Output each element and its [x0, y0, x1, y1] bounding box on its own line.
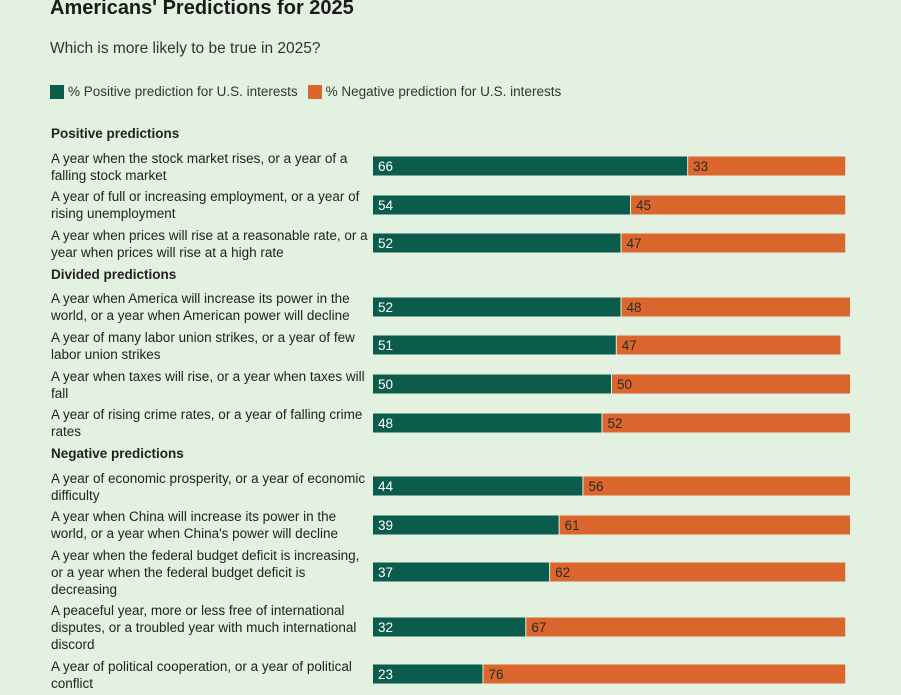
chart-title: Americans' Predictions for 2025 — [50, 0, 354, 19]
data-label-positive: 51 — [378, 338, 393, 353]
data-label-positive: 50 — [378, 377, 393, 392]
legend-item-negative: % Negative prediction for U.S. interests — [307, 84, 562, 99]
bar-negative — [612, 374, 850, 394]
bar-positive — [373, 156, 688, 176]
bar-negative — [621, 297, 850, 317]
bar-positive — [373, 617, 526, 637]
data-label-negative: 56 — [588, 479, 603, 494]
data-label-negative: 67 — [531, 620, 546, 635]
bar-positive — [373, 562, 550, 582]
data-label-negative: 50 — [617, 377, 632, 392]
bar-negative — [688, 156, 846, 176]
row-label: A year when taxes will rise, or a year w… — [51, 369, 365, 401]
row-label: A year when prices will rise at a reason… — [51, 228, 368, 260]
data-label-negative: 33 — [693, 159, 708, 174]
bar-positive — [373, 515, 559, 535]
data-label-negative: 45 — [636, 198, 651, 213]
data-label-negative: 61 — [565, 518, 580, 533]
data-label-positive: 66 — [378, 159, 393, 174]
legend-item-positive: % Positive prediction for U.S. interests — [50, 84, 298, 99]
bar-negative — [483, 664, 846, 684]
row-label: A year when China will increase its powe… — [51, 509, 338, 541]
group-heading-positive: Positive predictions — [51, 126, 180, 141]
row-label: A year of economic prosperity, or a year… — [51, 471, 366, 503]
data-label-positive: 52 — [378, 300, 393, 315]
data-label-negative: 62 — [555, 565, 570, 580]
legend: % Positive prediction for U.S. interests… — [50, 84, 571, 99]
row-label: A year of many labor union strikes, or a… — [51, 330, 355, 362]
bar-negative — [583, 476, 850, 496]
legend-label-negative: % Negative prediction for U.S. interests — [325, 84, 562, 99]
data-label-positive: 23 — [378, 667, 393, 682]
row-label: A year of full or increasing employment,… — [51, 189, 360, 221]
data-label-positive: 44 — [378, 479, 394, 494]
legend-swatch-negative — [307, 84, 322, 99]
bar-positive — [373, 664, 483, 684]
bar-positive — [373, 297, 621, 317]
data-label-negative: 47 — [627, 236, 642, 251]
row-label: A year when the federal budget deficit i… — [51, 548, 360, 597]
row-label: A year of political cooperation, or a ye… — [51, 659, 352, 691]
data-label-positive: 37 — [378, 565, 393, 580]
data-label-positive: 32 — [378, 620, 393, 635]
bar-positive — [373, 374, 611, 394]
legend-label-positive: % Positive prediction for U.S. interests — [68, 84, 298, 99]
data-label-positive: 52 — [378, 236, 393, 251]
data-label-negative: 52 — [607, 416, 622, 431]
bar-positive — [373, 195, 631, 215]
row-label: A peaceful year, more or less free of in… — [51, 603, 357, 652]
bar-positive — [373, 476, 583, 496]
bar-negative — [602, 413, 850, 433]
bar-negative — [550, 562, 846, 582]
data-label-positive: 39 — [378, 518, 393, 533]
group-heading-divided: Divided predictions — [51, 267, 177, 282]
bar-positive — [373, 233, 621, 253]
bar-negative — [526, 617, 846, 637]
group-heading-negative: Negative predictions — [51, 446, 184, 461]
data-label-negative: 47 — [622, 338, 637, 353]
data-label-negative: 76 — [488, 667, 503, 682]
bar-positive — [373, 413, 602, 433]
bar-negative — [616, 335, 841, 355]
bar-negative — [621, 233, 846, 253]
bar-negative — [559, 515, 850, 535]
bar-positive — [373, 335, 616, 355]
row-label: A year when the stock market rises, or a… — [51, 151, 348, 183]
data-label-positive: 54 — [378, 198, 394, 213]
row-label: A year when America will increase its po… — [51, 291, 350, 323]
legend-swatch-positive — [50, 84, 64, 99]
bar-negative — [631, 195, 846, 215]
data-label-negative: 48 — [627, 300, 642, 315]
chart-subtitle: Which is more likely to be true in 2025? — [50, 40, 321, 57]
row-label: A year of rising crime rates, or a year … — [51, 407, 363, 439]
data-label-positive: 48 — [378, 416, 393, 431]
